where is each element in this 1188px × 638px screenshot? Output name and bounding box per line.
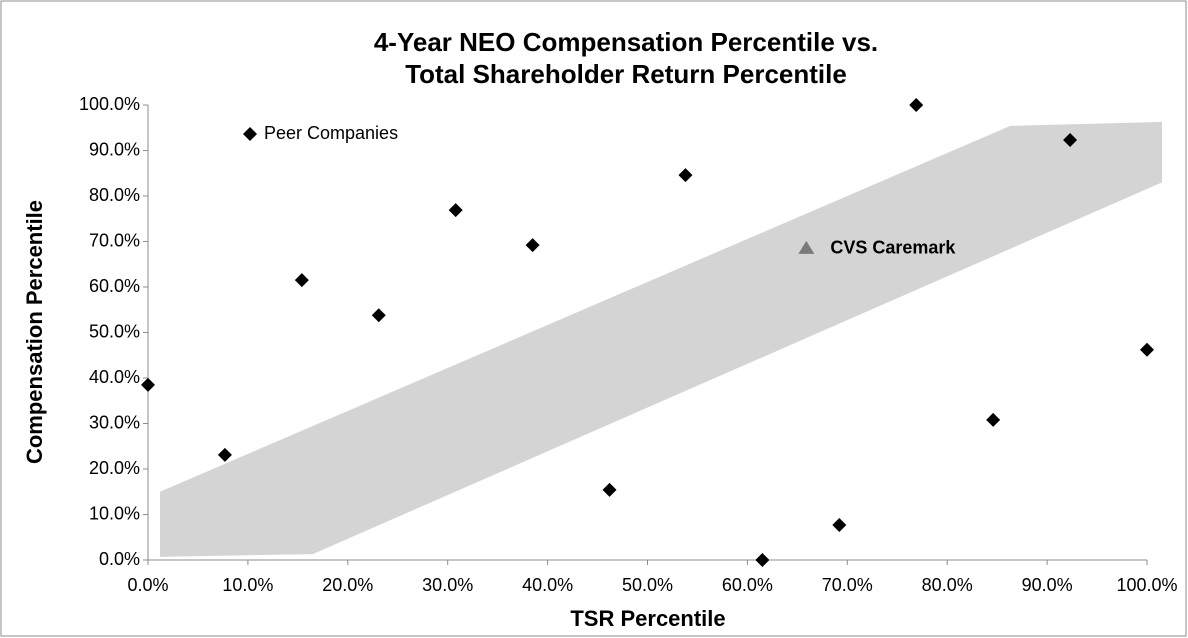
x-tick-label: 50.0% [622,575,673,595]
data-point [217,447,232,462]
x-tick-label: 20.0% [322,575,373,595]
data-point [832,517,847,532]
chart-title: 4-Year NEO Compensation Percentile vs. [374,27,878,57]
data-point [986,412,1001,427]
chart-title: Total Shareholder Return Percentile [405,59,847,89]
data-point [525,238,540,253]
data-point [602,482,617,497]
x-tick-label: 70.0% [822,575,873,595]
y-tick-label: 0.0% [99,549,140,569]
x-tick-label: 90.0% [1022,575,1073,595]
legend-label: Peer Companies [264,123,398,143]
data-point [371,308,386,323]
y-tick-label: 50.0% [89,321,140,341]
y-axis-title: Compensation Percentile [22,200,47,464]
range-band [159,121,1162,557]
y-tick-label: 80.0% [89,185,140,205]
x-tick-label: 60.0% [722,575,773,595]
data-point [798,240,815,254]
data-point [1063,133,1078,148]
data-point [1140,342,1154,357]
x-tick-label: 10.0% [222,575,273,595]
data-point [909,98,924,112]
data-point [141,377,155,392]
y-tick-label: 60.0% [89,276,140,296]
data-point [448,203,463,218]
y-tick-label: 100.0% [79,94,140,114]
data-point [755,553,770,567]
x-tick-label: 80.0% [922,575,973,595]
data-point [678,168,693,183]
y-tick-label: 90.0% [89,139,140,159]
x-tick-label: 40.0% [522,575,573,595]
x-tick-label: 100.0% [1116,575,1177,595]
data-point [294,273,309,288]
x-axis-title: TSR Percentile [570,606,725,631]
point-label: CVS Caremark [830,238,956,258]
y-tick-label: 70.0% [89,230,140,250]
y-tick-label: 10.0% [89,503,140,523]
x-tick-label: 30.0% [422,575,473,595]
y-tick-label: 30.0% [89,412,140,432]
y-tick-label: 40.0% [89,367,140,387]
y-tick-label: 20.0% [89,458,140,478]
legend-marker [243,127,257,141]
x-tick-label: 0.0% [127,575,168,595]
